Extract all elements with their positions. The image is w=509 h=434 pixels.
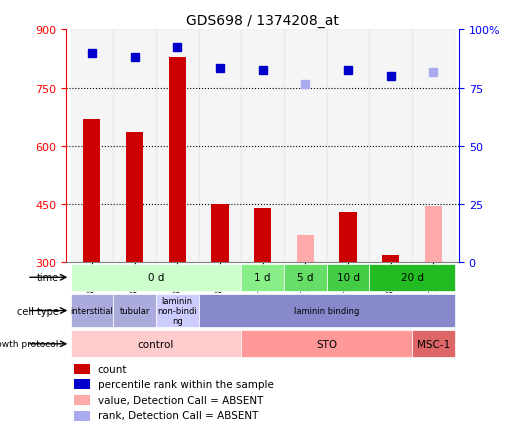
- Bar: [241, 30, 284, 263]
- Title: GDS698 / 1374208_at: GDS698 / 1374208_at: [186, 14, 338, 28]
- Text: time: time: [36, 273, 59, 283]
- Text: 10 d: 10 d: [336, 273, 359, 283]
- FancyBboxPatch shape: [284, 264, 326, 291]
- Text: rank, Detection Call = ABSENT: rank, Detection Call = ABSENT: [98, 411, 258, 421]
- Bar: [74, 411, 90, 421]
- Bar: [168, 57, 185, 263]
- FancyBboxPatch shape: [198, 294, 454, 327]
- Text: growth protocol: growth protocol: [0, 339, 59, 349]
- Text: percentile rank within the sample: percentile rank within the sample: [98, 379, 273, 389]
- Text: count: count: [98, 364, 127, 374]
- Bar: [424, 207, 441, 263]
- FancyBboxPatch shape: [241, 264, 284, 291]
- Bar: [74, 364, 90, 374]
- Bar: [113, 30, 156, 263]
- Text: tubular: tubular: [119, 306, 150, 316]
- FancyBboxPatch shape: [70, 331, 241, 358]
- Text: value, Detection Call = ABSENT: value, Detection Call = ABSENT: [98, 395, 263, 405]
- Bar: [296, 236, 313, 263]
- Bar: [70, 30, 113, 263]
- Bar: [369, 30, 411, 263]
- Text: 20 d: 20 d: [400, 273, 422, 283]
- FancyBboxPatch shape: [411, 331, 454, 358]
- FancyBboxPatch shape: [369, 264, 454, 291]
- Text: 1 d: 1 d: [254, 273, 270, 283]
- Bar: [198, 30, 241, 263]
- Text: laminin
non-bindi
ng: laminin non-bindi ng: [157, 296, 197, 326]
- Text: STO: STO: [316, 339, 336, 349]
- Text: MSC-1: MSC-1: [416, 339, 449, 349]
- Text: 0 d: 0 d: [148, 273, 164, 283]
- Text: cell type: cell type: [16, 306, 59, 316]
- Text: control: control: [137, 339, 174, 349]
- FancyBboxPatch shape: [326, 264, 369, 291]
- Bar: [74, 379, 90, 389]
- Bar: [253, 208, 271, 263]
- FancyBboxPatch shape: [113, 294, 156, 327]
- Text: interstitial: interstitial: [70, 306, 113, 316]
- Bar: [83, 119, 100, 263]
- Bar: [381, 255, 399, 263]
- Text: laminin binding: laminin binding: [293, 306, 359, 316]
- Bar: [339, 212, 356, 263]
- Bar: [126, 133, 143, 263]
- Bar: [211, 204, 228, 263]
- FancyBboxPatch shape: [70, 294, 113, 327]
- Bar: [411, 30, 454, 263]
- Bar: [326, 30, 369, 263]
- FancyBboxPatch shape: [70, 264, 241, 291]
- Text: 5 d: 5 d: [297, 273, 313, 283]
- FancyBboxPatch shape: [241, 331, 411, 358]
- Bar: [74, 395, 90, 405]
- Bar: [156, 30, 198, 263]
- Bar: [284, 30, 326, 263]
- FancyBboxPatch shape: [156, 294, 198, 327]
